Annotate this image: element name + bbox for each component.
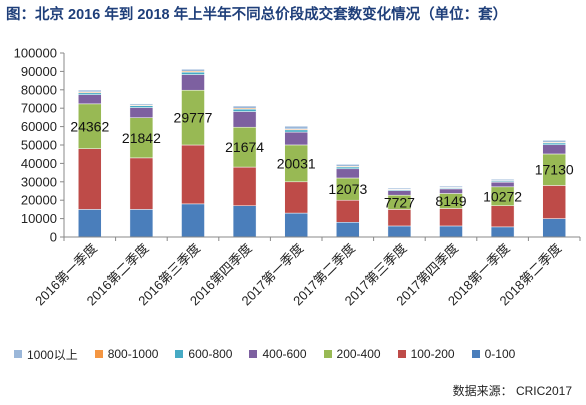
bar-segment-0-100 <box>336 222 360 238</box>
legend: 1000以上 800-1000 600-800 400-600 200-400 100-2… <box>14 346 586 362</box>
bar-segment-400-600 <box>336 168 360 179</box>
y-axis: 0 10000 20000 30000 40000 50000 60000 70000 8000… <box>14 46 65 245</box>
chart-title: 图：北京 2016 年到 2018 年上半年不同总价段成交套数变化情况（单位：套… <box>6 7 508 23</box>
bar-segment-600-800 <box>232 108 257 112</box>
bar-segment-0-100 <box>387 225 412 238</box>
data-label: 10272 <box>483 188 522 204</box>
legend-swatch <box>397 350 406 358</box>
bar-segment-1000以上 <box>439 185 463 188</box>
bar-segment-1000以上 <box>78 89 102 93</box>
bar-segment-400-600 <box>232 111 257 128</box>
y-tick-label: 100000 <box>14 46 57 61</box>
bar-segment-100-200 <box>78 148 102 210</box>
y-tick-label: 20000 <box>21 193 57 208</box>
legend-item: 800-1000 <box>94 346 159 362</box>
legend-swatch <box>249 350 258 358</box>
bar-segment-600-800 <box>181 71 205 75</box>
bar-segment-1000以上 <box>336 164 360 167</box>
legend-item: 1000以上 <box>14 346 78 362</box>
bar-segment-0-100 <box>78 209 102 238</box>
legend-label: 100-200 <box>410 347 455 361</box>
legend-label: 0-100 <box>484 347 516 361</box>
bar-segment-100-200 <box>336 199 360 223</box>
legend-label: 400-600 <box>262 347 307 361</box>
bar-segment-0-100 <box>542 218 566 238</box>
bar-segment-100-200 <box>181 144 205 205</box>
legend-swatch <box>323 350 332 358</box>
data-label: 29777 <box>174 110 213 126</box>
y-tick-label: 90000 <box>21 64 57 79</box>
data-label: 20031 <box>277 155 316 171</box>
bar-segment-100-200 <box>439 208 463 227</box>
data-label: 12073 <box>328 181 367 197</box>
legend-item: 0-100 <box>471 346 516 362</box>
x-axis: 2016第一季度2016第二季度2016第三季度2016第四季度2017第一季度… <box>32 236 581 308</box>
y-tick-label: 50000 <box>21 138 57 153</box>
legend-label: 800-1000 <box>107 347 159 361</box>
bars <box>78 68 566 238</box>
bar-segment-1000以上 <box>542 140 566 143</box>
y-tick-label: 40000 <box>21 156 57 171</box>
legend-label: 200-400 <box>336 347 381 361</box>
data-label: 7727 <box>384 194 415 210</box>
bar-segment-0-100 <box>490 226 515 238</box>
bar-segment-600-800 <box>78 92 102 95</box>
bar-segment-1000以上 <box>232 105 257 109</box>
stacked-bar-chart: 0 10000 20000 30000 40000 50000 60000 70000 8000… <box>14 46 581 308</box>
bar-segment-100-200 <box>284 181 308 214</box>
legend-item: 200-400 <box>323 346 381 362</box>
bar-segment-0-100 <box>129 209 154 238</box>
bar-segment-100-200 <box>490 205 515 228</box>
data-label: 24362 <box>70 118 109 134</box>
bar-segment-0-100 <box>181 203 205 238</box>
bar-segment-600-800 <box>336 166 360 170</box>
legend-swatch <box>175 350 184 358</box>
bar-segment-100-200 <box>232 166 257 206</box>
legend-item: 100-200 <box>397 346 455 362</box>
bar-segment-0-100 <box>284 212 308 238</box>
legend-item: 400-600 <box>249 346 307 362</box>
legend-item: 600-800 <box>175 346 232 362</box>
bar-segment-0-100 <box>439 225 463 238</box>
bar-segment-100-200 <box>542 185 566 219</box>
y-tick-label: 10000 <box>21 211 57 226</box>
bar-segment-400-600 <box>181 74 205 91</box>
data-labels: 24362 21842 29777 21674 20031 12073 7727 8149 10… <box>70 110 574 211</box>
source-note: 数据来源： CRIC2017 <box>452 384 572 398</box>
bar-segment-1000以上 <box>129 103 154 106</box>
bar-segment-1000以上 <box>181 68 205 72</box>
bar-segment-100-200 <box>387 209 412 227</box>
bar-segment-400-600 <box>129 107 154 118</box>
data-label: 17130 <box>535 162 574 178</box>
bar-segment-400-600 <box>284 131 308 146</box>
legend-swatch <box>471 350 480 358</box>
y-tick-label: 70000 <box>21 101 57 116</box>
bar-segment-400-600 <box>490 181 515 188</box>
data-label: 21674 <box>225 139 264 155</box>
data-label: 21842 <box>122 130 161 146</box>
bar-segment-0-100 <box>232 205 257 238</box>
legend-label: 1000以上 <box>27 347 78 362</box>
legend-swatch <box>94 350 103 358</box>
legend-swatch <box>14 350 22 358</box>
bar-segment-600-800 <box>542 142 566 146</box>
bar-segment-400-600 <box>542 144 566 155</box>
bar-segment-1000以上 <box>387 187 412 190</box>
legend-label: 600-800 <box>188 347 233 361</box>
bar-segment-600-800 <box>284 129 308 133</box>
bar-segment-600-800 <box>129 105 154 108</box>
y-tick-label: 80000 <box>21 82 57 97</box>
bar-segment-400-600 <box>78 94 102 105</box>
bar-segment-100-200 <box>129 157 154 210</box>
bar-segment-1000以上 <box>284 125 308 130</box>
bar-segment-1000以上 <box>490 179 515 181</box>
data-label: 8149 <box>435 193 466 209</box>
y-tick-label: 30000 <box>21 174 57 189</box>
y-tick-label: 60000 <box>21 119 57 134</box>
y-tick-label: 0 <box>50 230 57 245</box>
